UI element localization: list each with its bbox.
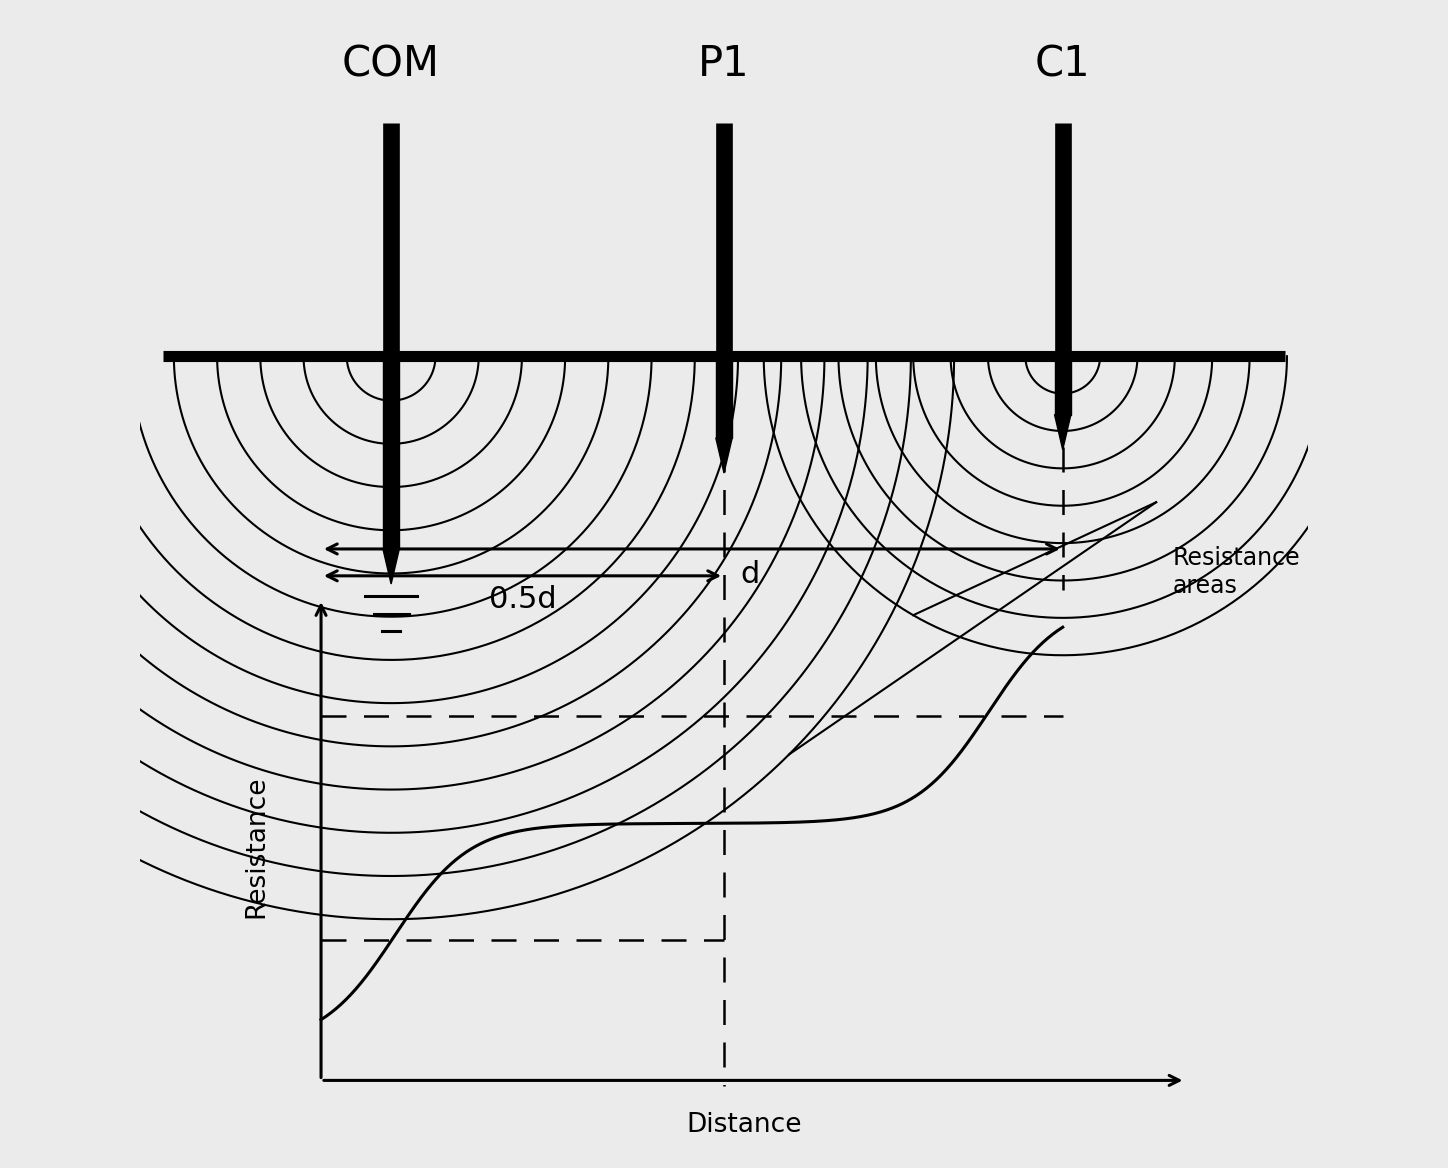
Text: d: d bbox=[741, 561, 760, 589]
Text: Distance: Distance bbox=[686, 1112, 802, 1138]
Polygon shape bbox=[1054, 415, 1072, 450]
Text: Resistance
areas: Resistance areas bbox=[1173, 547, 1300, 598]
Text: P1: P1 bbox=[698, 43, 750, 85]
Text: 0.5d: 0.5d bbox=[489, 585, 556, 613]
Text: C1: C1 bbox=[1035, 43, 1090, 85]
Text: COM: COM bbox=[342, 43, 440, 85]
Polygon shape bbox=[1054, 356, 1072, 415]
Polygon shape bbox=[382, 549, 400, 584]
Polygon shape bbox=[715, 438, 733, 473]
Polygon shape bbox=[382, 356, 400, 549]
Polygon shape bbox=[715, 356, 733, 438]
Text: Resistance: Resistance bbox=[243, 776, 269, 918]
